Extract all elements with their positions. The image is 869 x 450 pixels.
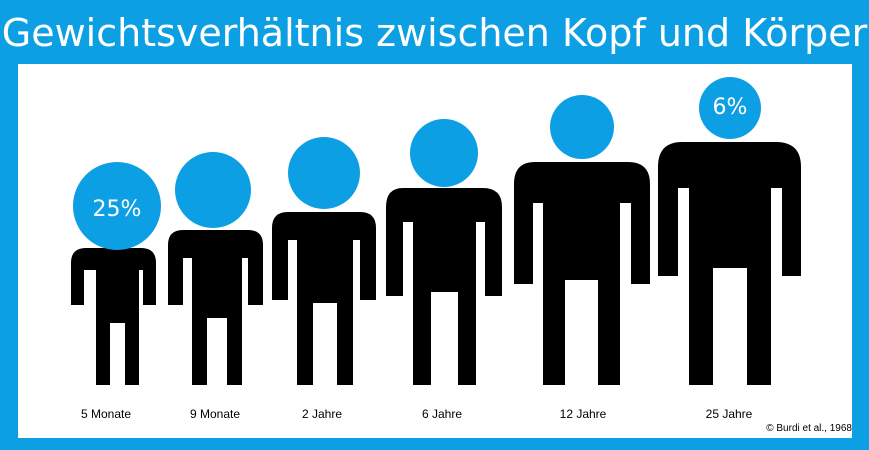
body-silhouette bbox=[386, 188, 502, 385]
body-silhouette bbox=[71, 248, 156, 385]
head-circle bbox=[550, 95, 614, 159]
age-label: 25 Jahre bbox=[705, 407, 753, 421]
head-percent-label: 25% bbox=[92, 197, 142, 222]
age-label: 2 Jahre bbox=[301, 407, 343, 421]
age-label: 9 Monate bbox=[189, 407, 241, 421]
age-label: 5 Monate bbox=[80, 407, 132, 421]
age-label: 6 Jahre bbox=[421, 407, 463, 421]
body-silhouette bbox=[514, 162, 650, 385]
head-circle bbox=[73, 162, 161, 250]
head-circle bbox=[410, 119, 478, 187]
head-circle bbox=[699, 77, 761, 139]
body-silhouette bbox=[168, 230, 263, 385]
head-circle bbox=[175, 152, 251, 228]
figure-12-jahre bbox=[514, 95, 650, 385]
figure-6-jahre bbox=[386, 119, 502, 385]
figure-2-jahre bbox=[272, 137, 376, 385]
body-silhouette bbox=[658, 142, 801, 385]
infographic-title: Gewichtsverhältnis zwischen Kopf und Kör… bbox=[1, 11, 868, 55]
head-circle bbox=[288, 137, 360, 209]
figure-5-monate bbox=[71, 162, 161, 385]
body-silhouette bbox=[272, 212, 376, 385]
age-label: 12 Jahre bbox=[559, 407, 607, 421]
head-percent-label: 6% bbox=[712, 95, 748, 120]
source-citation: © Burdi et al., 1968 bbox=[766, 423, 852, 434]
figure-9-monate bbox=[168, 152, 263, 385]
figure-25-jahre bbox=[658, 77, 801, 385]
